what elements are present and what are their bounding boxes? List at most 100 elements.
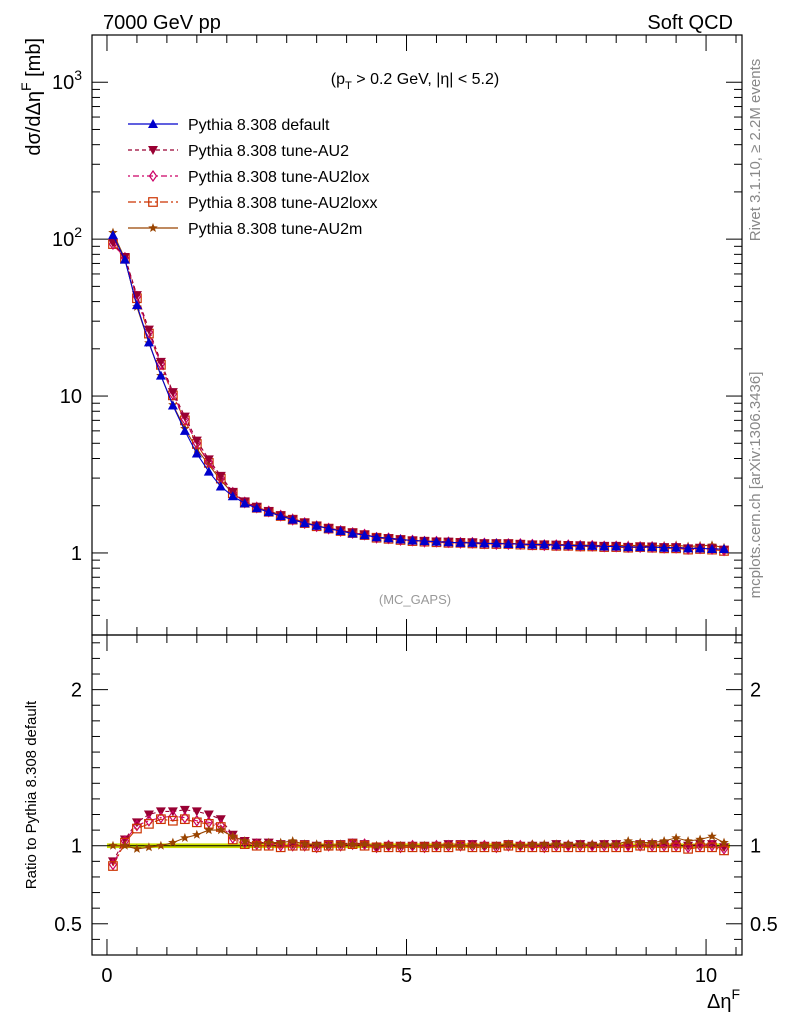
data-point bbox=[695, 543, 706, 553]
data-point bbox=[192, 814, 202, 827]
data-point bbox=[683, 836, 693, 846]
data-point bbox=[719, 842, 729, 855]
data-point bbox=[635, 839, 645, 852]
series-pythia-8-308-tune-au2loxx bbox=[108, 239, 729, 556]
data-point bbox=[180, 814, 190, 825]
data-point bbox=[707, 840, 718, 850]
data-point bbox=[635, 837, 645, 847]
header-right: Soft QCD bbox=[647, 12, 733, 34]
data-point bbox=[215, 481, 226, 491]
main-panel: 1 10 102 103 dσ/dΔηF [mb] bbox=[18, 34, 743, 636]
main-series-line bbox=[112, 243, 725, 551]
data-point bbox=[323, 523, 334, 533]
data-point bbox=[275, 511, 286, 521]
main-y-tick-label: 103 bbox=[52, 67, 82, 94]
data-point bbox=[228, 831, 238, 841]
data-point bbox=[647, 837, 657, 847]
data-point bbox=[383, 840, 394, 850]
data-point bbox=[611, 541, 622, 551]
series-pythia-8-308-default bbox=[107, 230, 730, 553]
data-point bbox=[671, 542, 682, 552]
data-point bbox=[132, 843, 142, 853]
data-point bbox=[252, 839, 262, 849]
ratio-series-pythia-8-308-tune-au2loxx bbox=[108, 814, 729, 871]
data-point bbox=[251, 503, 262, 513]
legend-entry: Pythia 8.308 tune-AU2 bbox=[188, 143, 349, 160]
main-y-tick-label: 102 bbox=[52, 224, 82, 251]
data-point bbox=[539, 539, 550, 549]
header-left: 7000 GeV pp bbox=[103, 12, 221, 34]
data-point bbox=[467, 840, 478, 850]
data-point bbox=[156, 814, 166, 825]
data-point bbox=[312, 841, 321, 854]
data-point bbox=[287, 514, 298, 524]
data-point bbox=[204, 825, 214, 835]
data-point bbox=[179, 425, 190, 435]
data-point bbox=[108, 861, 118, 871]
ratio-series-line bbox=[113, 829, 725, 850]
data-point bbox=[132, 823, 142, 834]
main-series-line bbox=[112, 242, 725, 551]
data-point bbox=[563, 540, 574, 550]
data-point bbox=[131, 818, 142, 828]
data-point bbox=[491, 840, 502, 850]
data-point bbox=[148, 169, 158, 183]
ratio-y-tick-label-right: 2 bbox=[750, 680, 761, 702]
data-point bbox=[719, 837, 729, 847]
legend-entry: Pythia 8.308 tune-AU2lox bbox=[188, 169, 369, 186]
data-point bbox=[575, 540, 586, 550]
data-point bbox=[719, 845, 729, 856]
data-point bbox=[299, 839, 310, 849]
data-point bbox=[503, 539, 514, 549]
data-point bbox=[563, 839, 573, 849]
data-point bbox=[191, 448, 202, 458]
data-point bbox=[407, 840, 418, 850]
data-point bbox=[148, 146, 158, 155]
data-point bbox=[599, 839, 609, 849]
data-point bbox=[707, 839, 717, 852]
data-point bbox=[192, 437, 202, 450]
data-point bbox=[683, 844, 693, 854]
data-point bbox=[671, 840, 682, 850]
data-point bbox=[431, 536, 442, 546]
data-point bbox=[347, 839, 358, 849]
ratio-y-tick-label: 1 bbox=[71, 836, 82, 858]
data-point bbox=[671, 839, 681, 852]
data-point bbox=[264, 837, 274, 847]
data-point bbox=[299, 518, 310, 528]
analysis-label: (MC_GAPS) bbox=[379, 592, 451, 607]
data-point bbox=[683, 543, 694, 553]
data-point bbox=[323, 840, 334, 850]
data-point bbox=[144, 326, 154, 339]
data-point bbox=[263, 507, 274, 517]
data-point bbox=[148, 223, 158, 232]
data-point bbox=[695, 842, 705, 853]
data-point bbox=[348, 838, 357, 851]
data-point bbox=[515, 840, 526, 850]
legend: Pythia 8.308 default Pythia 8.308 tune-AU… bbox=[128, 117, 377, 238]
data-point bbox=[539, 839, 550, 849]
data-point bbox=[168, 837, 178, 847]
data-point bbox=[683, 841, 693, 854]
data-point bbox=[659, 840, 670, 850]
data-point bbox=[311, 520, 322, 530]
data-point bbox=[119, 254, 130, 264]
data-point bbox=[360, 838, 369, 851]
data-point bbox=[155, 370, 166, 380]
data-point bbox=[515, 539, 526, 549]
main-y-tick-label: 1 bbox=[71, 543, 82, 565]
data-point bbox=[131, 291, 142, 301]
ratio-series-pythia-8-308-tune-au2lox bbox=[108, 810, 729, 871]
data-point bbox=[443, 840, 454, 850]
data-point bbox=[216, 825, 226, 835]
data-point bbox=[551, 540, 562, 550]
ratio-series-line bbox=[112, 809, 725, 862]
data-point bbox=[227, 491, 238, 501]
data-point bbox=[671, 842, 681, 853]
data-point bbox=[120, 840, 130, 850]
ratio-y-tick-label-right: 1 bbox=[750, 836, 761, 858]
data-point bbox=[647, 542, 658, 552]
data-point bbox=[431, 840, 442, 850]
